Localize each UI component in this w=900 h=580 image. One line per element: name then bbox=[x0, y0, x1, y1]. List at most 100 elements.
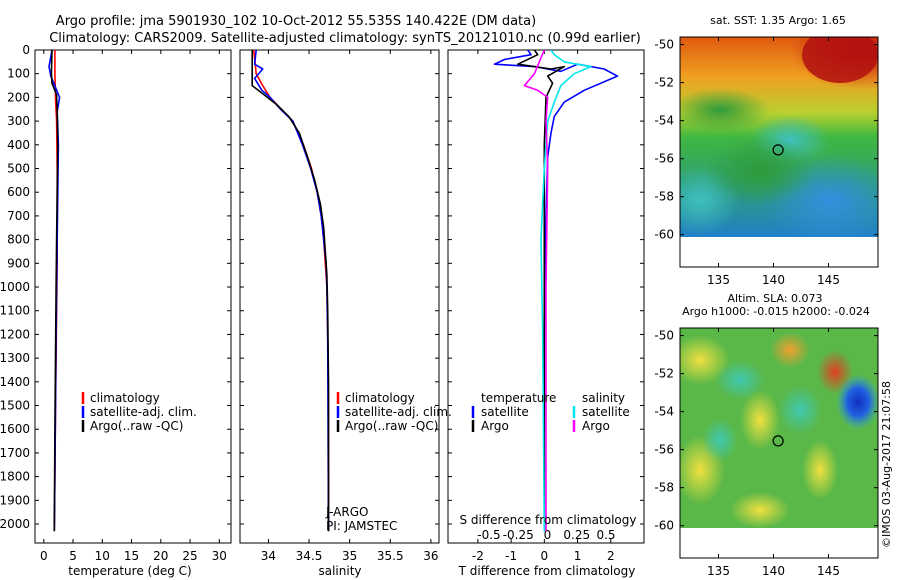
legend-label-satellite: satellite-adj. clim. bbox=[345, 405, 452, 419]
sla-low-1 bbox=[715, 360, 765, 400]
temperature-xtick-label: 15 bbox=[124, 549, 139, 563]
sla_map-float-position-marker bbox=[772, 435, 784, 447]
sla_map-ytick-label: -60 bbox=[654, 519, 674, 533]
depth-ytick-label: 100 bbox=[7, 67, 30, 81]
depth-ytick-label: 1500 bbox=[0, 399, 30, 413]
differences-series-t-argo bbox=[516, 50, 566, 532]
sst_map-ytick-label: -50 bbox=[654, 38, 674, 52]
sst_map-ytick-label: -58 bbox=[654, 190, 674, 204]
sla-low-2 bbox=[778, 385, 822, 435]
sla_map-ytick-label: -54 bbox=[654, 405, 674, 419]
figure-title-line1: Argo profile: jma 5901930_102 10-Oct-201… bbox=[56, 14, 536, 29]
difference-stick-label: 0.5 bbox=[596, 528, 615, 542]
sla_map-xtick-label: 145 bbox=[817, 564, 840, 578]
depth-ytick-label: 900 bbox=[7, 256, 30, 270]
depth-ytick-label: 500 bbox=[7, 162, 30, 176]
figure-title-line2: Climatology: CARS2009. Satellite-adjuste… bbox=[49, 31, 641, 46]
temperature-xtick-label: 25 bbox=[182, 549, 197, 563]
depth-ytick-label: 1600 bbox=[0, 422, 30, 436]
difference-stick-label: -0.5 bbox=[477, 528, 500, 542]
depth-ytick-label: 1200 bbox=[0, 327, 30, 341]
depth-ytick-label: 200 bbox=[7, 90, 30, 104]
difference-stick-label: 0 bbox=[544, 528, 552, 542]
depth-ytick-label: 300 bbox=[7, 114, 30, 128]
sst_map-ytick-label: -52 bbox=[654, 76, 674, 90]
temperature-series-group bbox=[48, 50, 61, 532]
difference-legend: temperature salinity satellite Argo sate… bbox=[471, 391, 630, 433]
differences-xtick-label: 0 bbox=[541, 549, 549, 563]
temperature-xtick-label: 30 bbox=[212, 549, 227, 563]
salinity-xlabel: salinity bbox=[318, 564, 361, 578]
depth-ytick-label: 400 bbox=[7, 138, 30, 152]
sla-high-2 bbox=[740, 390, 780, 450]
sla-low-3 bbox=[702, 418, 738, 462]
depth-ytick-label: 1400 bbox=[0, 375, 30, 389]
sla_map-ytick-label: -58 bbox=[654, 481, 674, 495]
sla_map-ytick-label: -52 bbox=[654, 367, 674, 381]
depth-ytick-label: 1300 bbox=[0, 351, 30, 365]
temperature-plot-frame bbox=[34, 49, 232, 544]
salinity-series-argo-raw-qc- bbox=[251, 50, 330, 532]
salinity-xtick-label: 36 bbox=[423, 549, 438, 563]
legend-title-temperature: temperature bbox=[481, 391, 556, 405]
temperature-xtick-label: 20 bbox=[153, 549, 168, 563]
legend-label-satellite: satellite-adj. clim. bbox=[90, 405, 197, 419]
sla_map-xtick-label: 140 bbox=[762, 564, 785, 578]
legend-label-climatology: climatology bbox=[345, 391, 415, 405]
depth-ytick-label: 1100 bbox=[0, 304, 30, 318]
temperature-series-argo-raw-qc- bbox=[50, 50, 59, 532]
legend-label-s-argo: Argo bbox=[582, 419, 610, 433]
sla-heatmap bbox=[680, 328, 878, 528]
salinity-series-group bbox=[251, 50, 330, 532]
axes-layer: 0 5 10 15 20 25 30 34 34.5 35 35.5 36 -2 -1 0 1 2 -0.5 -0.… bbox=[0, 43, 644, 563]
sst-green-band-north bbox=[680, 88, 770, 132]
series-layer bbox=[48, 50, 619, 532]
temperature-xtick-label: 5 bbox=[69, 549, 77, 563]
legend-label-s-satellite: satellite bbox=[582, 405, 630, 419]
depth-ytick-label: 800 bbox=[7, 233, 30, 247]
legend-label-t-satellite: satellite bbox=[481, 405, 529, 419]
sst_map-ytick-label: -60 bbox=[654, 228, 674, 242]
difference-xlabel: T difference from climatology bbox=[458, 564, 636, 578]
credit-label: ©IMOS 03-Aug-2017 21:07:58 bbox=[880, 381, 893, 548]
depth-ytick-label: 1000 bbox=[0, 280, 30, 294]
sla-map-subtitle: Argo h1000: -0.015 h2000: -0.024 bbox=[682, 305, 870, 318]
sst-map-frame bbox=[679, 36, 879, 268]
salinity-xtick-label: 34.5 bbox=[296, 549, 323, 563]
differences-series-s-satellite bbox=[540, 50, 592, 532]
sst_map-ytick-label: -56 bbox=[654, 152, 674, 166]
map-axes-layer: 135 140 145 -50 -52 -54 -56 -58 -60 135 140 145 -50 -… bbox=[654, 37, 878, 578]
sst-green-band bbox=[705, 135, 815, 205]
sla_map-xtick-label: 135 bbox=[707, 564, 730, 578]
float-program-label: J-ARGO bbox=[325, 505, 368, 519]
differences-xtick-label: 1 bbox=[574, 549, 582, 563]
sst_map-xtick-label: 135 bbox=[707, 273, 730, 287]
difference-stick-label: 0.25 bbox=[563, 528, 590, 542]
sst_map-float-position-marker bbox=[772, 144, 784, 156]
sla_map-ytick-label: -50 bbox=[654, 329, 674, 343]
sla-high-6 bbox=[730, 492, 790, 528]
differences-series-s-argo bbox=[523, 50, 549, 532]
legend-label-t-argo: Argo bbox=[481, 419, 509, 433]
temperature-xlabel: temperature (deg C) bbox=[68, 564, 191, 578]
depth-ytick-label: 1900 bbox=[0, 493, 30, 507]
difference-stick-label: -0.25 bbox=[503, 528, 534, 542]
difference-xlabel-top: S difference from climatology bbox=[460, 513, 637, 527]
legend-label-argo: Argo(..raw -QC) bbox=[90, 419, 183, 433]
differences-xtick-label: 2 bbox=[607, 549, 615, 563]
temperature-xtick-label: 10 bbox=[95, 549, 110, 563]
salinity-plot-frame bbox=[239, 49, 440, 544]
legend-label-argo: Argo(..raw -QC) bbox=[345, 419, 438, 433]
sst_map-xtick-label: 145 bbox=[817, 273, 840, 287]
temperature-xtick-label: 0 bbox=[40, 549, 48, 563]
depth-ytick-label: 0 bbox=[22, 43, 30, 57]
sla_map-ytick-label: -56 bbox=[654, 443, 674, 457]
sst-warm-core bbox=[802, 37, 878, 83]
salinity-xtick-label: 35 bbox=[342, 549, 357, 563]
salinity-xtick-label: 35.5 bbox=[377, 549, 404, 563]
sst_map-xtick-label: 140 bbox=[762, 273, 785, 287]
differences-xtick-label: -1 bbox=[505, 549, 517, 563]
depth-ytick-label: 700 bbox=[7, 209, 30, 223]
differences-series-group bbox=[493, 50, 619, 532]
